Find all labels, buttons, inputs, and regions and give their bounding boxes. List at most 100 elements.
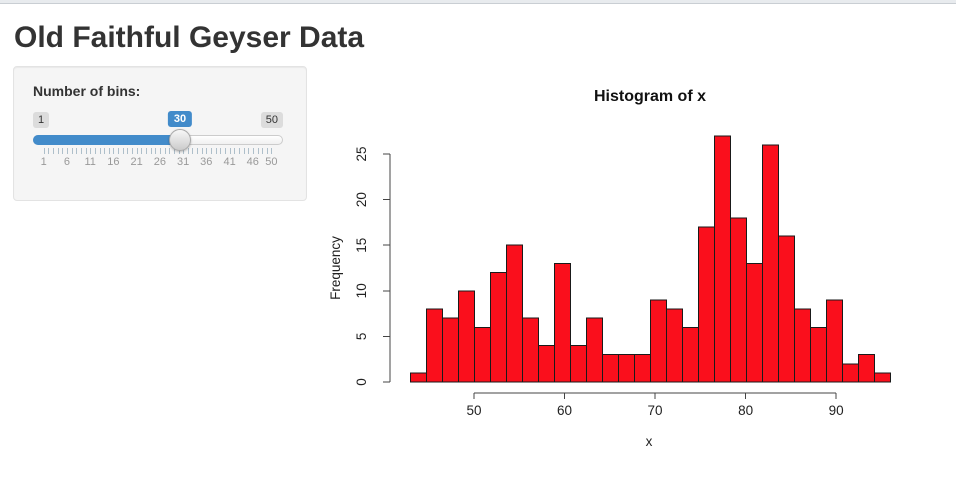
histogram-bar: [730, 217, 747, 383]
x-tick-label: 90: [829, 403, 844, 418]
histogram-bar: [714, 135, 732, 383]
histogram-bar: [634, 354, 652, 383]
slider-grid-tick: [108, 148, 110, 154]
slider-grid-label: 36: [200, 156, 213, 168]
histogram-bar: [682, 326, 700, 383]
x-tick-label: 80: [738, 403, 753, 418]
slider-grid-tick: [43, 148, 45, 154]
histogram-bar: [426, 308, 444, 383]
slider-grid-tick: [183, 148, 185, 154]
slider-grid-tick: [132, 148, 133, 154]
slider-grid-tick: [150, 148, 152, 154]
slider-grid-tick: [252, 148, 254, 154]
histogram-bar: [602, 354, 620, 383]
slider-grid-tick: [197, 148, 198, 154]
bins-slider-label: Number of bins:: [33, 83, 141, 99]
histogram-bar: [586, 317, 604, 383]
slider-grid-tick: [90, 148, 92, 154]
slider-grid-tick: [234, 148, 236, 154]
y-tick-label: 10: [354, 283, 369, 298]
slider-grid-tick: [266, 148, 268, 154]
slider-grid-label: 11: [84, 156, 96, 168]
slider-grid-tick: [164, 148, 166, 154]
slider-grid-label: 50: [265, 156, 278, 168]
histogram-bar: [554, 262, 572, 383]
slider-grid-tick: [201, 148, 203, 154]
histogram-bar: [442, 317, 460, 383]
slider-grid-tick: [178, 148, 180, 154]
slider-grid-tick: [271, 148, 273, 154]
histogram-bar: [761, 144, 779, 383]
slider-max-badge: 50: [260, 112, 283, 129]
histogram-bar: [506, 244, 524, 383]
slider-grid-tick: [159, 148, 161, 154]
slider-grid-tick: [57, 148, 59, 154]
slider-grid-tick: [127, 148, 129, 154]
slider-grid-tick: [80, 148, 82, 154]
histogram-bar: [873, 372, 891, 383]
slider-grid-tick: [169, 148, 171, 154]
slider-grid-tick: [76, 148, 78, 154]
histogram-bar: [650, 299, 668, 383]
histogram-bar: [666, 308, 684, 383]
slider-grid-tick: [262, 148, 264, 154]
slider-grid-tick: [53, 148, 54, 154]
y-tick-label: 25: [354, 146, 369, 161]
slider-grid: 1 6 11 16 21 26 31 36 41 46 50: [33, 109, 283, 181]
y-axis-label: Frequency: [328, 236, 343, 300]
y-tick-label: 5: [354, 333, 369, 341]
histogram-bar: [522, 317, 540, 383]
slider-grid-tick: [243, 148, 245, 154]
slider-grid-label: 41: [223, 156, 236, 168]
slider-grid-tick: [66, 148, 68, 154]
x-tick-label: 60: [557, 403, 572, 418]
slider-value-badge: 30: [167, 111, 193, 128]
histogram-bar: [474, 326, 492, 383]
bins-slider[interactable]: 1 50 30 1 6 11 16 21 26 31 36 41 46 50: [33, 109, 283, 181]
y-tick-label: 20: [354, 192, 369, 207]
slider-grid-tick: [104, 148, 106, 154]
histogram-bar: [570, 345, 588, 383]
slider-grid-tick: [94, 148, 96, 154]
slider-grid-tick: [145, 148, 147, 154]
histogram-bar: [793, 308, 811, 383]
slider-grid-tick: [62, 148, 64, 154]
histogram-bar: [746, 262, 763, 383]
sidebar-panel: Number of bins: 1 50 30 1 6 11 16 21 26 31 36 41…: [13, 66, 307, 201]
histogram-bar: [538, 345, 556, 383]
slider-grid-tick: [48, 148, 50, 154]
x-axis-label: x: [646, 434, 653, 449]
slider-grid-tick: [99, 148, 101, 154]
slider-grid-label: 6: [63, 156, 70, 168]
y-tick-label: 0: [354, 378, 369, 386]
slider-grid-tick: [257, 148, 259, 154]
slider-grid-label: 46: [246, 156, 259, 168]
slider-fill: [33, 135, 181, 145]
x-tick-label: 50: [466, 403, 481, 418]
histogram-bar: [825, 299, 843, 383]
slider-grid-tick: [173, 148, 175, 154]
slider-handle[interactable]: [169, 129, 191, 151]
slider-grid-tick: [71, 148, 73, 154]
y-tick-label: 15: [354, 238, 369, 253]
slider-grid-tick: [248, 148, 250, 154]
slider-grid-tick: [211, 148, 212, 154]
slider-grid-tick: [141, 148, 143, 154]
slider-min-badge: 1: [33, 112, 50, 129]
slider-grid-tick: [122, 148, 124, 154]
slider-grid-tick: [220, 148, 222, 154]
slider-grid-tick: [224, 148, 226, 154]
slider-grid-tick: [118, 148, 120, 154]
slider-grid-label: 1: [40, 156, 47, 168]
slider-grid-tick: [238, 148, 240, 154]
slider-grid-tick: [206, 148, 208, 154]
slider-grid-tick: [85, 148, 87, 154]
slider-grid-tick: [229, 148, 231, 154]
histogram-bar: [410, 372, 428, 383]
histogram-bar: [458, 290, 476, 383]
slider-grid-label: 21: [130, 156, 143, 168]
plot-title: Histogram of x: [594, 88, 706, 105]
slider-grid-tick: [155, 148, 157, 154]
slider-grid-tick: [136, 148, 138, 154]
